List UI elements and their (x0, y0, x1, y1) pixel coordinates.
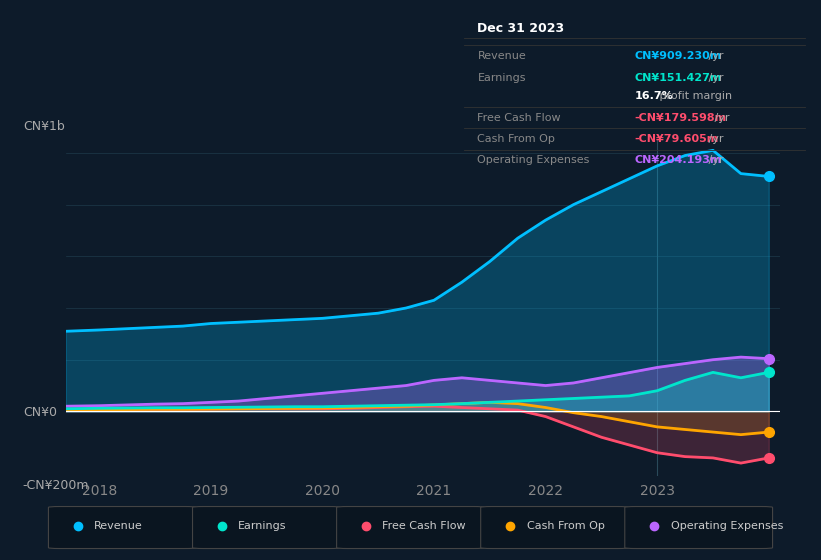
Text: Revenue: Revenue (94, 521, 143, 531)
Text: Operating Expenses: Operating Expenses (671, 521, 783, 531)
Text: Cash From Op: Cash From Op (478, 134, 555, 144)
Text: Revenue: Revenue (478, 51, 526, 61)
FancyBboxPatch shape (337, 506, 484, 549)
Text: /yr: /yr (705, 73, 723, 83)
Text: CN¥151.427m: CN¥151.427m (635, 73, 722, 83)
Text: /yr: /yr (705, 134, 723, 144)
FancyBboxPatch shape (193, 506, 341, 549)
Text: 16.7%: 16.7% (635, 91, 673, 101)
Text: CN¥1b: CN¥1b (23, 120, 65, 133)
Text: -CN¥200m: -CN¥200m (23, 479, 89, 492)
Text: Operating Expenses: Operating Expenses (478, 155, 589, 165)
Text: -CN¥179.598m: -CN¥179.598m (635, 113, 727, 123)
Text: /yr: /yr (711, 113, 730, 123)
Text: Earnings: Earnings (478, 73, 526, 83)
Text: /yr: /yr (705, 51, 723, 61)
FancyBboxPatch shape (481, 506, 629, 549)
Text: -CN¥79.605m: -CN¥79.605m (635, 134, 718, 144)
Text: Cash From Op: Cash From Op (526, 521, 604, 531)
Text: Dec 31 2023: Dec 31 2023 (478, 22, 565, 35)
Text: CN¥909.230m: CN¥909.230m (635, 51, 722, 61)
FancyBboxPatch shape (48, 506, 196, 549)
Text: profit margin: profit margin (656, 91, 732, 101)
FancyBboxPatch shape (625, 506, 773, 549)
Text: /yr: /yr (705, 155, 723, 165)
Text: CN¥204.193m: CN¥204.193m (635, 155, 722, 165)
Text: Free Cash Flow: Free Cash Flow (383, 521, 466, 531)
Text: Earnings: Earnings (238, 521, 287, 531)
Text: Free Cash Flow: Free Cash Flow (478, 113, 561, 123)
Text: CN¥0: CN¥0 (23, 405, 57, 419)
